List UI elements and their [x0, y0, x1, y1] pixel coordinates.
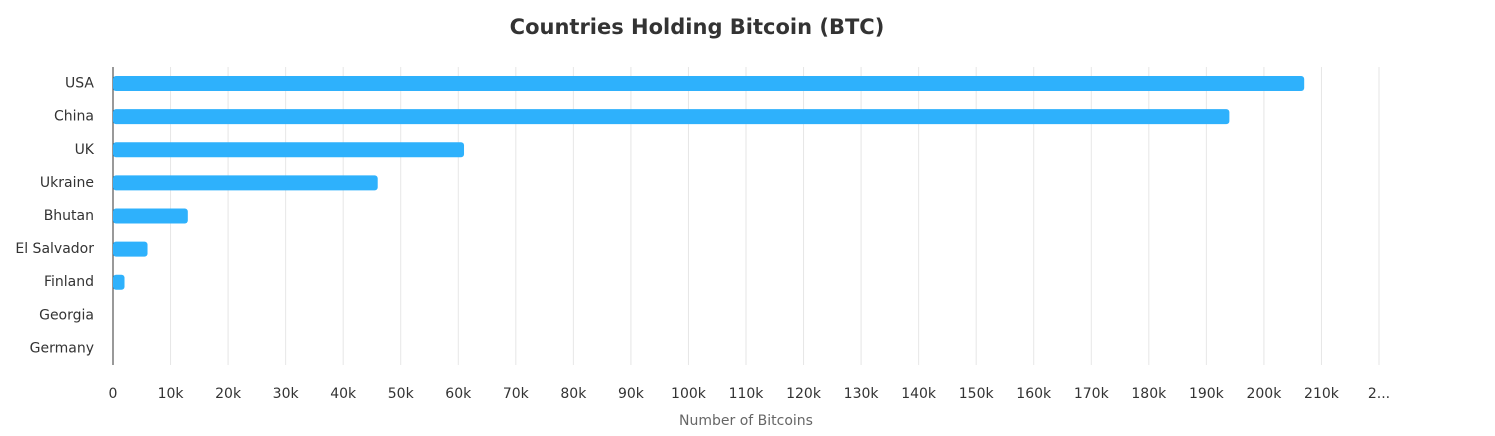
y-tick-label: Finland [44, 274, 94, 290]
x-axis-title: Number of Bitcoins [679, 413, 813, 429]
y-tick-label: Ukraine [40, 175, 94, 191]
x-tick-label: 210k [1304, 386, 1340, 402]
bar [113, 76, 1305, 92]
y-tick-label: UK [75, 142, 95, 158]
x-tick-label: 200k [1246, 386, 1282, 402]
bar [113, 274, 125, 290]
x-tick-label: 90k [618, 386, 645, 402]
x-tick-label: 70k [503, 386, 530, 402]
x-tick-label: 2... [1368, 386, 1390, 402]
x-tick-label: 60k [445, 386, 472, 402]
bar [113, 142, 465, 158]
y-tick-label: China [54, 109, 94, 125]
x-tick-label: 50k [388, 386, 415, 402]
x-tick-label: 130k [844, 386, 880, 402]
y-tick-label: El Salvador [15, 241, 94, 257]
x-tick-label: 40k [330, 386, 357, 402]
bar [113, 109, 1230, 125]
x-tick-label: 160k [1016, 386, 1052, 402]
y-tick-label: Georgia [39, 307, 94, 323]
x-tick-label: 150k [959, 386, 995, 402]
x-tick-label: 170k [1074, 386, 1110, 402]
x-tick-label: 10k [158, 386, 185, 402]
x-tick-label: 30k [273, 386, 300, 402]
x-tick-label: 120k [786, 386, 822, 402]
chart-title: Countries Holding Bitcoin (BTC) [510, 15, 885, 39]
x-tick-label: 80k [560, 386, 587, 402]
x-tick-label: 100k [671, 386, 707, 402]
x-tick-label: 20k [215, 386, 242, 402]
y-tick-label: Bhutan [44, 208, 94, 224]
bar [113, 175, 378, 191]
x-tick-label: 180k [1131, 386, 1167, 402]
bar [113, 241, 148, 257]
y-tick-label: Germany [30, 340, 94, 356]
x-tick-label: 140k [901, 386, 937, 402]
bar [113, 208, 188, 224]
x-tick-label: 110k [729, 386, 765, 402]
y-tick-label: USA [65, 76, 94, 92]
x-tick-label: 190k [1189, 386, 1225, 402]
x-tick-label: 0 [109, 386, 118, 402]
